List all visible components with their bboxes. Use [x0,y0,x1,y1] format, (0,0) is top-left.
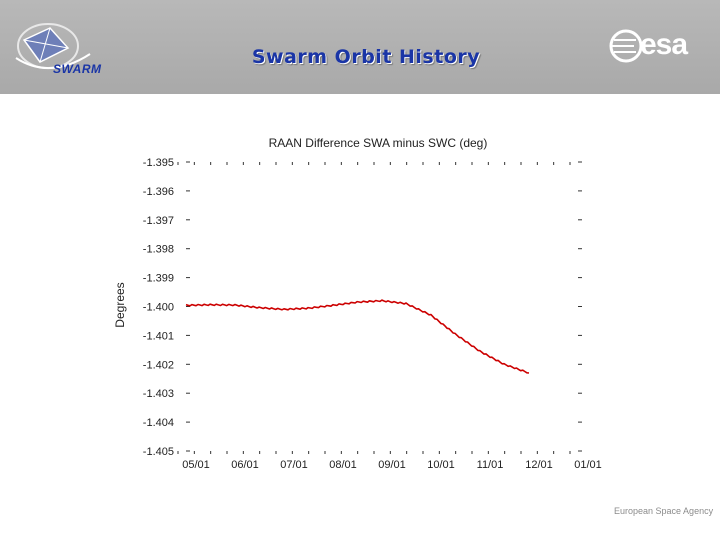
y-tick-label: -1.403 [143,388,174,400]
agency-footer: European Space Agency [614,506,714,516]
chart-title: RAAN Difference SWA minus SWC (deg) [269,136,488,150]
x-tick-label: 07/01 [280,459,308,471]
x-tick-label: 08/01 [329,459,357,471]
y-tick-label: -1.399 [143,273,174,285]
y-tick-label: -1.398 [143,244,174,256]
y-tick-label: -1.395 [143,157,174,169]
x-tick-label: 01/01 [574,459,602,471]
x-tick-label: 11/01 [477,459,504,471]
x-tick-label: 06/01 [231,459,259,471]
y-tick-label: -1.396 [143,186,174,198]
y-tick-label: -1.397 [143,215,174,227]
y-tick-label: -1.405 [143,446,174,458]
y-tick-label: -1.402 [143,359,174,371]
y-tick-label: -1.400 [143,302,174,314]
esa-globe-icon [609,29,643,63]
esa-logo-text: esa [640,28,688,61]
y-tick-label: -1.404 [143,417,174,429]
swarm-satellite-icon [15,23,91,69]
y-tick-label: -1.401 [143,330,174,342]
swarm-logo-text: SWARM [53,62,102,76]
x-tick-label: 09/01 [378,459,406,471]
y-axis-label: Degrees [113,282,127,327]
header-bar [0,0,720,94]
series-line [185,299,530,374]
x-tick-label: 12/01 [525,459,553,471]
page-title: Swarm Orbit History [251,46,481,68]
x-tick-label: 05/01 [182,459,210,471]
x-tick-label: 10/01 [427,459,455,471]
